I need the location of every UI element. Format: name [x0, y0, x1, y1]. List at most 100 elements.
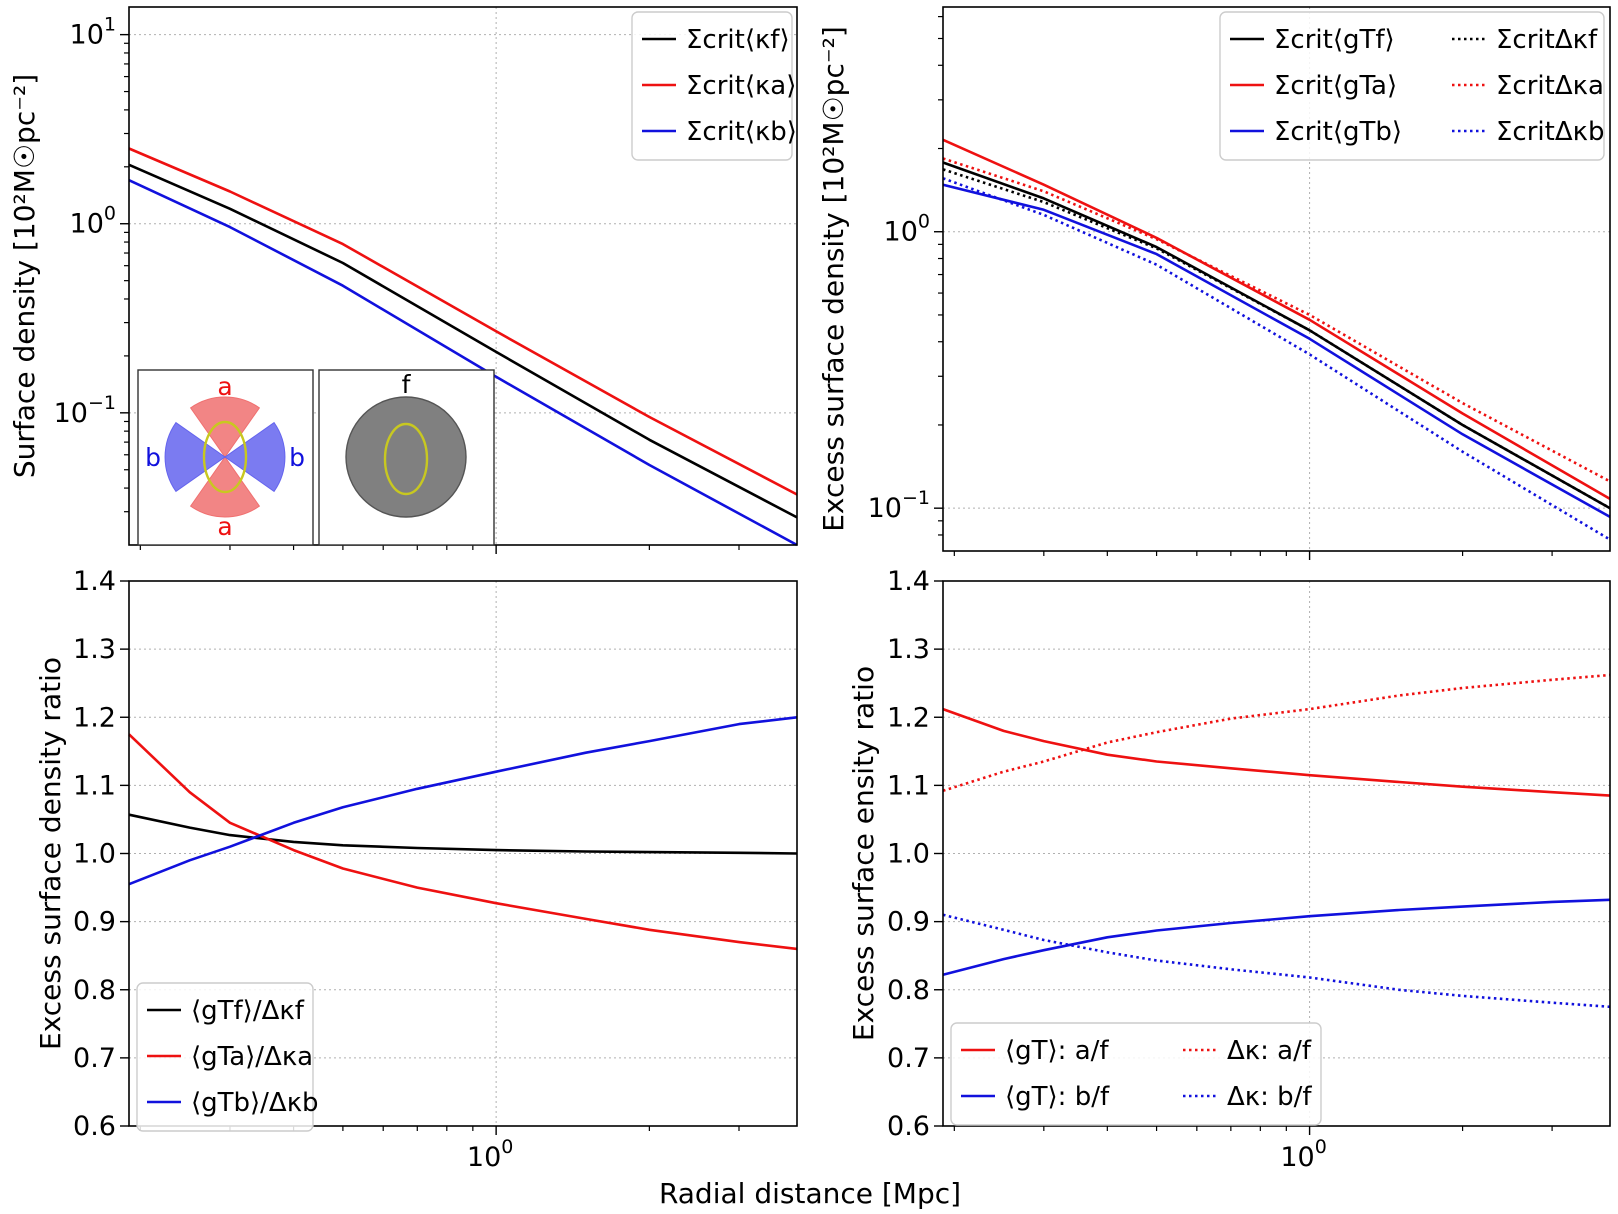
- y-tick-label: 101: [70, 14, 116, 51]
- y-tick-label: 1.1: [887, 770, 930, 801]
- y-tick-label: 1.2: [887, 702, 930, 733]
- series-line-kb: [942, 913, 1611, 1009]
- legend-box: [950, 1022, 1322, 1126]
- x-tick-label: 100: [467, 1136, 513, 1173]
- legend-label-b: ⟨gTb⟩/Δκb: [191, 1088, 319, 1118]
- legend-label-gf: Σcrit⟨gTf⟩: [1274, 25, 1395, 55]
- legend: Σcrit⟨κf⟩ Σcrit⟨κa⟩ Σcrit⟨κb⟩: [631, 11, 797, 161]
- legend-label-ga: Σcrit⟨gTa⟩: [1274, 71, 1397, 101]
- inset-label-b_left: b: [145, 443, 161, 472]
- series-line-kb: [942, 177, 1611, 541]
- series-line-ka: [942, 673, 1611, 793]
- series-line-b: [128, 716, 798, 886]
- y-axis-label: Excess surface density [10²M☉pc⁻²]: [817, 26, 850, 532]
- y-tick-label: 100: [70, 203, 116, 240]
- y-tick-base: 10: [54, 398, 88, 429]
- legend-box: [1219, 11, 1605, 161]
- axes-frame: [942, 6, 1611, 552]
- y-axis-label: Surface density [10²M☉pc⁻²]: [8, 74, 41, 478]
- legend-label-gb: ⟨gT⟩: b/f: [1005, 1082, 1110, 1112]
- y-tick-exponent: 0: [918, 211, 930, 233]
- legend-box: [136, 982, 314, 1132]
- legend: ⟨gT⟩: a/f ⟨gT⟩: b/f Δκ: a/f Δκ: b/f: [950, 1022, 1322, 1126]
- y-tick-label: 10−1: [868, 487, 930, 524]
- y-tick-label: 0.9: [73, 907, 116, 938]
- y-tick-label: 0.8: [73, 975, 116, 1006]
- y-tick-label: 0.7: [73, 1043, 116, 1074]
- legend-label-ka: ΣcritΔκa: [1496, 71, 1604, 101]
- series-line-f: [128, 163, 798, 519]
- y-tick-exponent: 0: [104, 203, 116, 225]
- legend-label-a: ⟨gTa⟩/Δκa: [191, 1042, 313, 1072]
- series-line-ka: [942, 157, 1611, 483]
- legend-label-f: Σcrit⟨κf⟩: [686, 25, 790, 55]
- inset-label-b_right: b: [289, 443, 305, 472]
- y-axis-label: Excess surface ensity ratio: [847, 666, 880, 1041]
- y-tick-label: 1.1: [73, 770, 116, 801]
- inset-label-a_bottom: a: [217, 512, 232, 541]
- series-line-b: [128, 179, 798, 547]
- x-tick-exponent: 0: [501, 1136, 513, 1158]
- y-tick-label: 0.9: [887, 907, 930, 938]
- inset-wedge-b-right: [224, 421, 286, 493]
- inset-ellipse-right: [383, 422, 429, 496]
- series-line-ga: [942, 138, 1611, 501]
- x-tick-base: 10: [1280, 1142, 1314, 1173]
- legend-label-kb: ΣcritΔκb: [1496, 117, 1604, 147]
- y-tick-label: 1.0: [887, 839, 930, 870]
- y-tick-exponent: −1: [88, 392, 116, 414]
- x-tick-base: 10: [467, 1142, 501, 1173]
- y-tick-label: 1.2: [73, 702, 116, 733]
- y-tick-base: 10: [884, 217, 918, 248]
- series-line-gb: [942, 898, 1611, 977]
- y-tick-label: 1.4: [73, 566, 116, 597]
- legend-label-gb: Σcrit⟨gTb⟩: [1274, 117, 1402, 147]
- y-tick-base: 10: [70, 209, 104, 240]
- series-line-a: [128, 147, 798, 496]
- legend-label-kb: Δκ: b/f: [1227, 1082, 1312, 1112]
- y-tick-label: 0.6: [887, 1111, 930, 1142]
- inset-diagrams: a a b b f: [137, 369, 495, 546]
- series-line-ga: [942, 707, 1611, 797]
- inset-disk: [345, 396, 467, 518]
- legend: ⟨gTf⟩/Δκf ⟨gTa⟩/Δκa ⟨gTb⟩/Δκb: [136, 982, 319, 1132]
- y-tick-label: 10−1: [54, 392, 116, 429]
- legend-label-ga: ⟨gT⟩: a/f: [1005, 1036, 1109, 1066]
- legend-label-ka: Δκ: a/f: [1227, 1036, 1312, 1066]
- y-tick-label: 0.6: [73, 1111, 116, 1142]
- y-tick-label: 0.8: [887, 975, 930, 1006]
- y-tick-label: 100: [884, 211, 930, 248]
- y-tick-exponent: −1: [902, 487, 930, 509]
- y-axis-label: Excess surface density ratio: [34, 657, 67, 1050]
- legend-label-b: Σcrit⟨κb⟩: [686, 117, 797, 147]
- inset-wedge-a-bottom: [189, 456, 261, 518]
- y-tick-label: 1.3: [887, 634, 930, 665]
- axes-frame: [942, 580, 1611, 1127]
- inset-wedge-b-left: [164, 421, 226, 493]
- y-tick-label: 1.0: [73, 839, 116, 870]
- series-line-a: [128, 733, 798, 951]
- legend: Σcrit⟨gTf⟩ Σcrit⟨gTa⟩ Σcrit⟨gTb⟩ ΣcritΔκf Σc…: [1219, 11, 1605, 161]
- legend-box: [631, 11, 793, 161]
- inset-label-f: f: [402, 370, 412, 399]
- legend-label-f: ⟨gTf⟩/Δκf: [191, 996, 305, 1026]
- inset-wedge-a-top: [189, 396, 261, 458]
- y-tick-label: 0.7: [887, 1043, 930, 1074]
- panel-bottom-right: 1.4 1.3 1.2 1.1 1.0 0.9 0.8 0.7 0.6 100 Excess sur…: [847, 566, 1611, 1173]
- series-line-f: [128, 813, 798, 855]
- y-tick-label: 1.4: [887, 566, 930, 597]
- inset-label-a_top: a: [217, 372, 232, 401]
- figure-x-axis-label: Radial distance [Mpc]: [659, 1177, 961, 1210]
- y-tick-exponent: 1: [104, 14, 116, 36]
- axes-frame: [128, 580, 798, 1127]
- panel-bottom-left: 1.4 1.3 1.2 1.1 1.0 0.9 0.8 0.7 0.6 100 Excess sur…: [34, 566, 798, 1173]
- inset-ellipse-left: [202, 420, 248, 494]
- y-tick-base: 10: [70, 20, 104, 51]
- y-tick-label: 1.3: [73, 634, 116, 665]
- y-tick-base: 10: [868, 493, 902, 524]
- series-line-gb: [942, 183, 1611, 519]
- x-tick-label: 100: [1280, 1136, 1326, 1173]
